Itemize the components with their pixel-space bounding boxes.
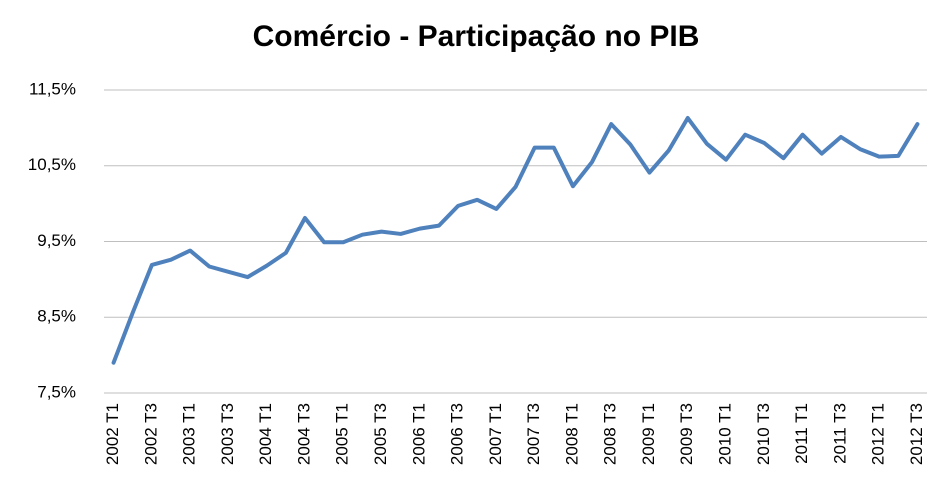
x-tick-label: 2011 T1 <box>792 403 811 464</box>
y-tick-label: 7,5% <box>37 382 76 401</box>
y-tick-label: 8,5% <box>37 307 76 326</box>
x-tick-label: 2012 T3 <box>907 403 926 465</box>
x-tick-label: 2010 T1 <box>716 403 735 465</box>
x-tick-label: 2006 T1 <box>409 403 428 465</box>
x-tick-label: 2002 T1 <box>103 403 122 465</box>
x-tick-label: 2005 T3 <box>371 403 390 465</box>
x-tick-label: 2012 T1 <box>869 403 888 465</box>
x-tick-label: 2006 T3 <box>448 403 467 465</box>
y-tick-label: 9,5% <box>37 231 76 250</box>
x-tick-label: 2010 T3 <box>754 403 773 465</box>
x-tick-label: 2003 T3 <box>218 403 237 465</box>
x-tick-label: 2003 T1 <box>180 403 199 465</box>
x-tick-label: 2004 T1 <box>256 403 275 465</box>
x-tick-label: 2009 T1 <box>639 403 658 465</box>
x-tick-label: 2002 T3 <box>141 403 160 465</box>
x-tick-label: 2011 T3 <box>830 403 849 464</box>
x-tick-label: 2007 T1 <box>486 403 505 465</box>
x-tick-label: 2008 T3 <box>601 403 620 465</box>
data-line <box>111 116 920 365</box>
y-tick-label: 10,5% <box>28 155 76 174</box>
y-tick-label: 11,5% <box>29 79 76 98</box>
x-tick-label: 2004 T3 <box>294 403 313 465</box>
x-tick-label: 2009 T3 <box>677 403 696 465</box>
x-tick-label: 2008 T1 <box>562 403 581 465</box>
x-tick-label: 2005 T1 <box>333 403 352 465</box>
x-tick-label: 2007 T3 <box>524 403 543 465</box>
chart-title: Comércio - Participação no PIB <box>253 20 700 53</box>
